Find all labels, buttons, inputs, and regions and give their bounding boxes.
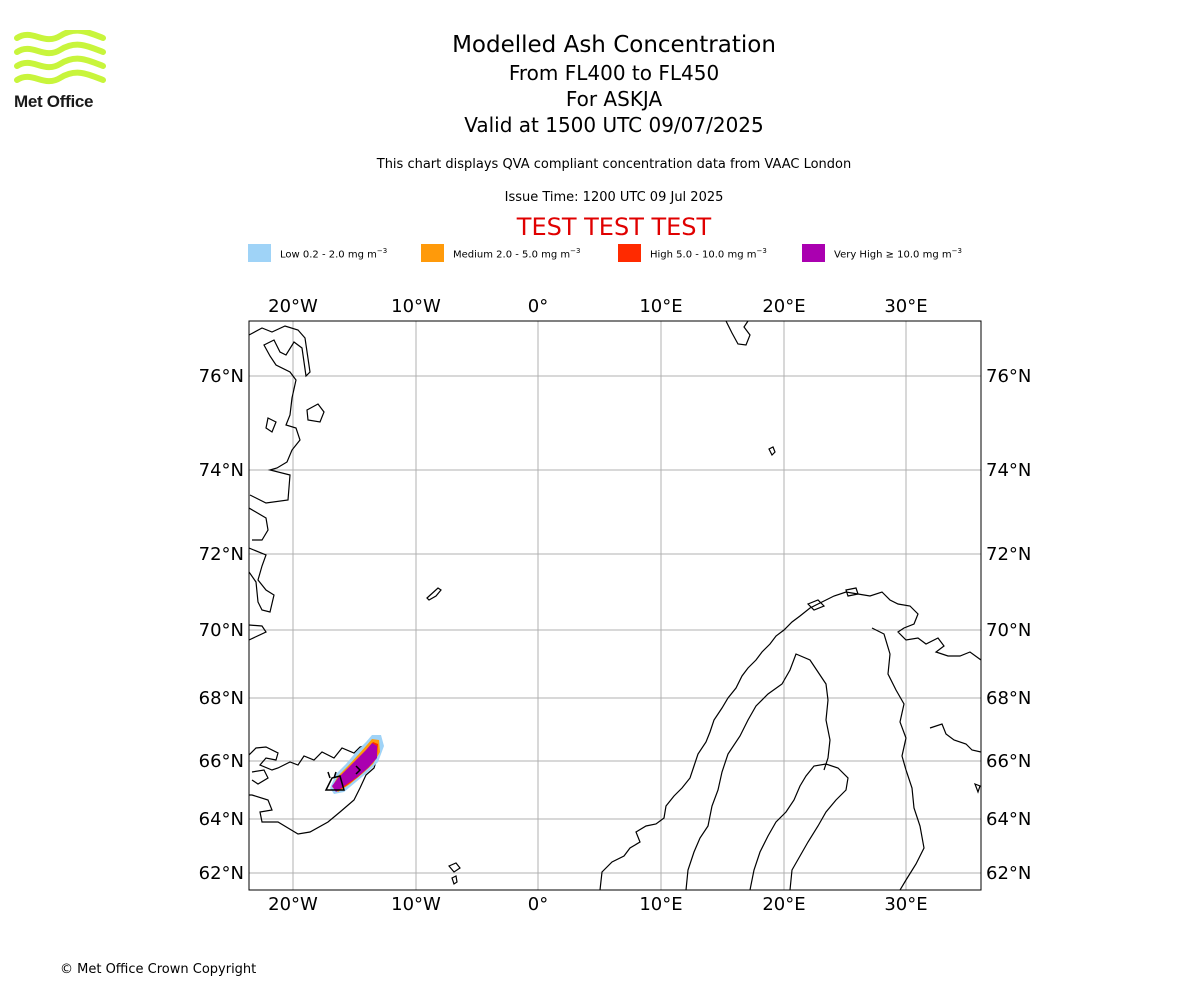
- ash-plume: [324, 735, 384, 794]
- lon-label-bottom: 20°W: [268, 894, 318, 915]
- lon-label-bottom: 10°E: [639, 894, 682, 915]
- finland-border: [871, 627, 925, 890]
- lat-label-right: 62°N: [986, 863, 1031, 884]
- lon-label-top: 10°W: [391, 296, 441, 317]
- coastlines: [249, 321, 981, 890]
- lon-labels-bottom: 20°W 10°W 0° 10°E 20°E 30°E: [268, 894, 927, 915]
- lon-label-bottom: 10°W: [391, 894, 441, 915]
- chart-description: This chart displays QVA compliant concen…: [376, 157, 852, 172]
- lat-labels-right: 76°N 74°N 72°N 70°N 68°N 66°N 64°N 62°N: [986, 366, 1031, 884]
- lat-label-left: 72°N: [199, 544, 244, 565]
- lat-label-left: 62°N: [199, 863, 244, 884]
- lat-label-right: 66°N: [986, 751, 1031, 772]
- lon-labels-top: 20°W 10°W 0° 10°E 20°E 30°E: [268, 296, 927, 317]
- legend-swatch-very-high: [802, 244, 825, 262]
- kola-coast: [929, 723, 981, 794]
- lon-label-top: 10°E: [639, 296, 682, 317]
- greenland-coast: [249, 325, 311, 641]
- issue-time: Issue Time: 1200 UTC 09 Jul 2025: [504, 190, 724, 205]
- copyright-notice: © Met Office Crown Copyright: [60, 962, 257, 977]
- test-banner: TEST TEST TEST: [516, 213, 712, 241]
- map-frame: [248, 320, 982, 891]
- lon-label-bottom: 30°E: [884, 894, 927, 915]
- valid-time: Valid at 1500 UTC 09/07/2025: [464, 113, 764, 137]
- lat-label-right: 74°N: [986, 460, 1031, 481]
- lon-label-top: 0°: [528, 296, 548, 317]
- jan-mayen: [426, 587, 442, 601]
- met-office-logo: Met Office: [14, 27, 106, 112]
- map-gridlines: [249, 321, 981, 890]
- lat-label-left: 70°N: [199, 620, 244, 641]
- lat-label-right: 64°N: [986, 809, 1031, 830]
- lat-label-left: 66°N: [199, 751, 244, 772]
- sweden-norway-border: [685, 653, 831, 890]
- lat-label-left: 76°N: [199, 366, 244, 387]
- lat-label-left: 68°N: [199, 688, 244, 709]
- ash-very-high: [332, 743, 377, 792]
- bear-island: [768, 446, 776, 457]
- legend-label-high: High 5.0 - 10.0 mg m−3: [650, 247, 767, 261]
- met-office-wave-icon: [14, 27, 106, 85]
- flight-levels: From FL400 to FL450: [508, 61, 720, 85]
- lat-label-left: 64°N: [199, 809, 244, 830]
- lon-label-top: 30°E: [884, 296, 927, 317]
- legend-swatch-medium: [421, 244, 444, 262]
- legend-label-medium: Medium 2.0 - 5.0 mg m−3: [453, 247, 581, 261]
- lat-labels-left: 76°N 74°N 72°N 70°N 68°N 66°N 64°N 62°N: [199, 366, 244, 884]
- chart-titles: Modelled Ash Concentration From FL400 to…: [300, 30, 928, 138]
- norway-coast: [599, 591, 981, 890]
- lat-label-right: 70°N: [986, 620, 1031, 641]
- norway-island-b: [845, 587, 859, 597]
- lat-label-right: 68°N: [986, 688, 1031, 709]
- svalbard-coast: [725, 321, 751, 346]
- lon-label-bottom: 0°: [528, 894, 548, 915]
- chart-title: Modelled Ash Concentration: [452, 32, 776, 58]
- lon-label-bottom: 20°E: [762, 894, 805, 915]
- greenland-island-b: [265, 417, 277, 433]
- greenland-island-a: [306, 403, 325, 423]
- lon-label-top: 20°W: [268, 296, 318, 317]
- logo-text: Met Office: [14, 92, 94, 111]
- legend-label-low: Low 0.2 - 2.0 mg m−3: [280, 247, 388, 261]
- volcano-name: For ASKJA: [565, 87, 663, 111]
- legend-swatch-high: [618, 244, 641, 262]
- legend-swatch-low: [248, 244, 271, 262]
- norway-island-a: [806, 599, 826, 611]
- lat-label-left: 74°N: [199, 460, 244, 481]
- gulf-of-bothnia: [749, 763, 849, 890]
- faroe-islands: [448, 862, 461, 885]
- askja-source-marker: [324, 765, 362, 791]
- legend-label-very-high: Very High ≥ 10.0 mg m−3: [834, 247, 962, 261]
- lat-label-right: 76°N: [986, 366, 1031, 387]
- lat-label-right: 72°N: [986, 544, 1031, 565]
- lon-label-top: 20°E: [762, 296, 805, 317]
